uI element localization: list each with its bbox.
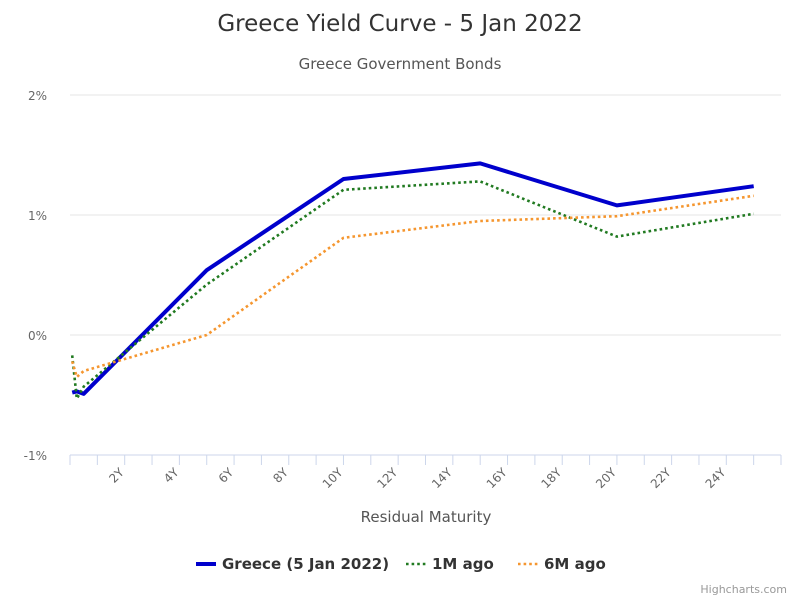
x-tick-label: 10Y xyxy=(320,465,346,491)
y-tick-label: -1% xyxy=(24,449,47,463)
y-axis-labels: -1% 0% 1% 2% xyxy=(24,89,47,463)
y-tick-label: 0% xyxy=(28,329,47,343)
series-line-1m-ago[interactable] xyxy=(70,180,754,400)
x-tick-label: 20Y xyxy=(593,465,619,491)
x-axis-title: Residual Maturity xyxy=(361,508,492,526)
x-tick-label: 24Y xyxy=(703,465,729,491)
x-axis: 2Y 4Y 6Y 8Y 10Y 12Y 14Y 16Y 18Y 20Y 22Y 24Y xyxy=(69,454,782,491)
x-tick-label: 18Y xyxy=(538,465,564,491)
x-tick-label: 8Y xyxy=(270,465,291,486)
legend-label: 1M ago xyxy=(432,555,494,573)
legend-label: Greece (5 Jan 2022) xyxy=(222,555,389,573)
legend-label: 6M ago xyxy=(544,555,606,573)
x-tick-label: 14Y xyxy=(429,465,455,491)
x-tick-label: 6Y xyxy=(216,465,237,486)
chart-subtitle: Greece Government Bonds xyxy=(299,55,502,73)
chart-title: Greece Yield Curve - 5 Jan 2022 xyxy=(217,11,582,37)
x-tick-label: 2Y xyxy=(106,465,127,486)
y-tick-label: 2% xyxy=(28,89,47,103)
series-line-greece-5-jan-2022[interactable] xyxy=(71,161,754,396)
legend-item-6m-ago[interactable]: 6M ago xyxy=(518,555,606,573)
x-tick-label: 12Y xyxy=(374,465,400,491)
legend-item-1m-ago[interactable]: 1M ago xyxy=(406,555,494,573)
y-tick-label: 1% xyxy=(28,209,47,223)
credits-text[interactable]: Highcharts.com xyxy=(700,583,787,596)
x-tick-label: 16Y xyxy=(484,465,510,491)
x-tick-label: 22Y xyxy=(648,465,674,491)
x-tick-label: 4Y xyxy=(161,465,182,486)
legend-item-greece-5-jan-2022[interactable]: Greece (5 Jan 2022) xyxy=(196,555,389,573)
series-lines xyxy=(70,161,754,400)
grid-lines xyxy=(70,94,781,456)
series-line-6m-ago[interactable] xyxy=(70,194,754,379)
chart-legend: Greece (5 Jan 2022) 1M ago 6M ago xyxy=(196,555,606,573)
